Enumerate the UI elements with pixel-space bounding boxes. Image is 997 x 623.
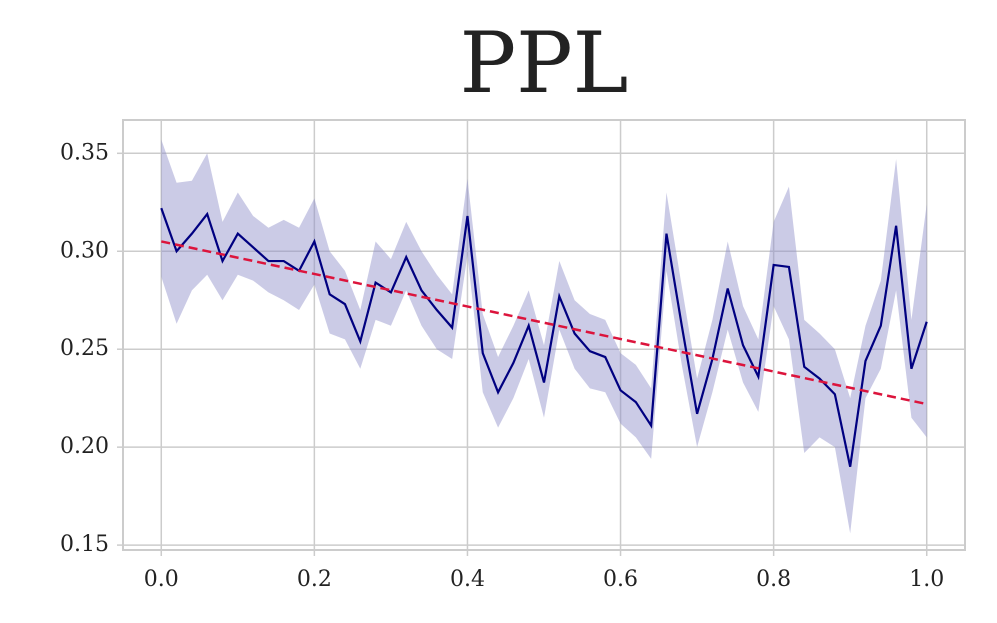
x-tick-label: 1.0: [909, 567, 944, 592]
y-tick-label: 0.20: [60, 434, 109, 459]
y-tick-label: 0.30: [60, 238, 109, 263]
y-tick-label: 0.15: [60, 532, 109, 557]
y-tick-label: 0.25: [60, 336, 109, 361]
chart-title: PPL: [460, 14, 629, 112]
confidence-band: [161, 139, 927, 534]
x-tick-label: 0.8: [756, 567, 791, 592]
x-tick-label: 0.4: [450, 567, 485, 592]
y-tick-label: 0.35: [60, 140, 109, 165]
x-tick-label: 0.0: [144, 567, 179, 592]
x-tick-label: 0.6: [603, 567, 638, 592]
x-tick-label: 0.2: [297, 567, 332, 592]
trend-line: [161, 240, 927, 406]
plot-frame: [122, 119, 966, 551]
data-line: [160, 207, 928, 467]
